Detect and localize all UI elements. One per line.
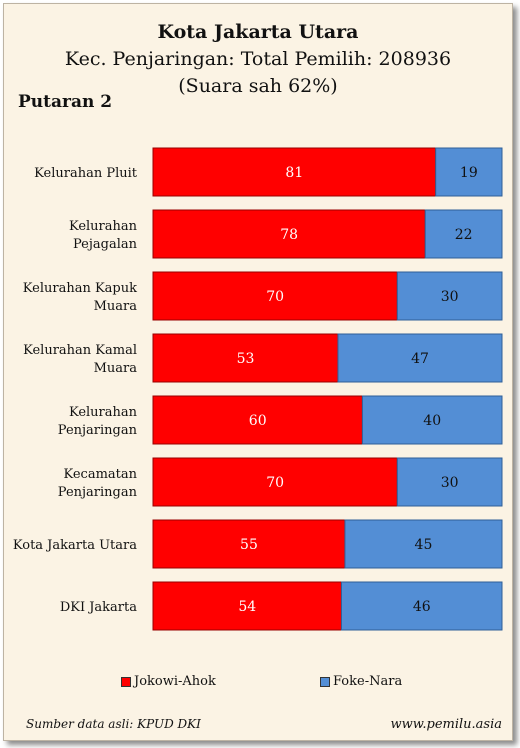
- legend-item-jokowi-ahok: Jokowi-Ahok: [121, 674, 216, 689]
- bar-segment-foke-nara: [337, 333, 503, 383]
- bar-segment-jokowi-ahok: [152, 519, 346, 569]
- data-label: 47: [411, 351, 429, 367]
- data-label: 70: [266, 289, 284, 305]
- data-label: 60: [249, 413, 267, 429]
- data-label: 30: [441, 289, 459, 305]
- data-label: 53: [237, 351, 255, 367]
- category-label: DKI Jakarta: [60, 600, 137, 615]
- bar-segment-foke-nara: [344, 519, 503, 569]
- data-label: 30: [441, 475, 459, 491]
- data-label: 45: [415, 537, 433, 553]
- chart-note: (Suara sah 62%): [178, 75, 338, 97]
- data-label: 54: [238, 599, 256, 615]
- data-label: 81: [285, 165, 303, 181]
- round-label: Putaran 2: [18, 92, 113, 112]
- category-label: Pejagalan: [73, 237, 138, 252]
- data-label: 19: [460, 165, 478, 181]
- legend-swatch-jokowi-ahok: [121, 676, 131, 687]
- bar-segment-jokowi-ahok: [152, 209, 426, 259]
- category-label: Kelurahan: [69, 405, 138, 420]
- data-label: 22: [455, 227, 473, 243]
- bar-segment-jokowi-ahok: [152, 457, 398, 507]
- chart-title: Kota Jakarta Utara: [157, 21, 359, 43]
- legend-swatch-foke-nara: [320, 676, 330, 687]
- data-label: 78: [280, 227, 298, 243]
- data-label: 40: [423, 413, 441, 429]
- category-label: Muara: [94, 361, 138, 376]
- bar-segment-jokowi-ahok: [152, 581, 342, 631]
- bar-segment-foke-nara: [396, 457, 503, 507]
- category-label: Kelurahan Kapuk: [23, 281, 137, 296]
- bar-chart: Kelurahan Pluit 81 19 Kelurahan Pejagalan 78 2…: [13, 147, 503, 631]
- bar-segment-foke-nara: [435, 147, 503, 197]
- chart-frame: Kota Jakarta Utara Kec. Penjaringan: Tot…: [3, 3, 513, 741]
- data-label: 46: [413, 599, 431, 615]
- data-label: 55: [240, 537, 258, 553]
- bar-segment-foke-nara: [361, 395, 503, 445]
- category-label: Muara: [94, 299, 138, 314]
- bar-segment-jokowi-ahok: [152, 271, 398, 321]
- category-label: Kota Jakarta Utara: [13, 538, 137, 553]
- source-note: Sumber data asli: KPUD DKI: [26, 717, 201, 731]
- legend-label-foke-nara: Foke-Nara: [333, 674, 403, 689]
- chart-subtitle: Kec. Penjaringan: Total Pemilih: 208936: [64, 48, 452, 70]
- category-label: Penjaringan: [58, 423, 138, 438]
- website-label: www.pemilu.asia: [390, 717, 502, 732]
- data-label: 70: [266, 475, 284, 491]
- legend-label-jokowi-ahok: Jokowi-Ahok: [134, 674, 216, 689]
- bar-segment-foke-nara: [396, 271, 503, 321]
- bar-segment-jokowi-ahok: [152, 333, 339, 383]
- category-label: Penjaringan: [58, 485, 138, 500]
- bar-segment-foke-nara: [340, 581, 503, 631]
- category-label: Kelurahan: [69, 219, 138, 234]
- category-label: Kecamatan: [63, 467, 137, 482]
- legend-item-foke-nara: Foke-Nara: [320, 674, 402, 689]
- bar-segment-foke-nara: [424, 209, 503, 259]
- category-label: Kelurahan Pluit: [34, 166, 138, 181]
- category-label: Kelurahan Kamal: [23, 343, 137, 358]
